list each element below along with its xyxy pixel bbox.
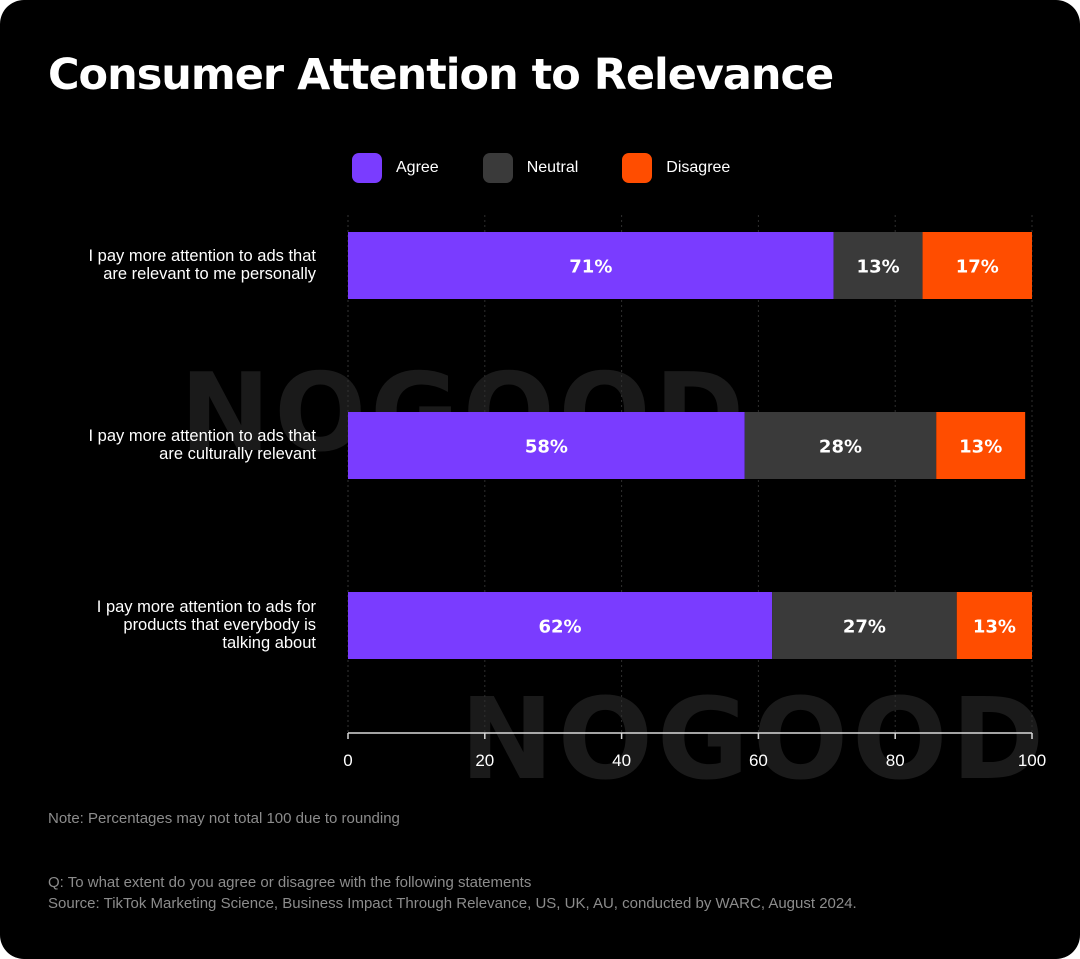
x-tick-label: 40 xyxy=(612,751,631,770)
row-label-line: are relevant to me personally xyxy=(103,265,316,283)
row-label-line: talking about xyxy=(222,634,316,652)
row-label-line: I pay more attention to ads for xyxy=(96,598,316,616)
bar-disagree xyxy=(956,592,1032,659)
legend-item-disagree: Disagree xyxy=(622,153,730,183)
legend-swatch-agree xyxy=(352,153,382,183)
row-label-line: I pay more attention to ads that xyxy=(88,427,316,445)
legend-label-disagree: Disagree xyxy=(666,159,731,176)
legend-label-neutral: Neutral xyxy=(526,159,579,176)
bar-neutral xyxy=(772,592,957,659)
bar-agree xyxy=(348,232,834,299)
row-label-line: are culturally relevant xyxy=(159,445,316,463)
row-label-cultural-relevance: I pay more attention to ads that are cul… xyxy=(20,427,316,463)
data-label: 62% xyxy=(538,617,581,638)
x-tick-label: 0 xyxy=(343,751,352,770)
bar-agree xyxy=(348,412,745,479)
bar-agree xyxy=(348,592,773,659)
stacked-bar-chart: 71% 13% 17% 58% 28% 13% 62% 27% 13% 0 20 40 60 80 100 xyxy=(343,215,1046,770)
data-label: 71% xyxy=(569,257,612,278)
data-label: 13% xyxy=(857,257,900,278)
row-label-personal-relevance: I pay more attention to ads that are rel… xyxy=(20,247,316,283)
data-label: 27% xyxy=(843,617,886,638)
source-citation: Source: TikTok Marketing Science, Busine… xyxy=(48,895,857,912)
chart-legend: Agree Neutral Disagree xyxy=(352,153,774,183)
bar-neutral xyxy=(833,232,923,299)
data-label: 28% xyxy=(819,437,862,458)
bar-disagree xyxy=(922,232,1032,299)
x-tick-label: 60 xyxy=(749,751,768,770)
survey-question: Q: To what extent do you agree or disagr… xyxy=(48,874,532,891)
chart-title: Consumer Attention to Relevance xyxy=(48,50,834,100)
x-tick-label: 20 xyxy=(475,751,494,770)
legend-label-agree: Agree xyxy=(396,159,439,176)
data-label: 13% xyxy=(959,437,1002,458)
footnote: Note: Percentages may not total 100 due … xyxy=(48,810,400,827)
row-label-line: products that everybody is xyxy=(123,616,316,634)
data-label: 13% xyxy=(973,617,1016,638)
bar-neutral xyxy=(744,412,937,479)
legend-swatch-disagree xyxy=(622,153,653,183)
x-tick-label: 100 xyxy=(1018,751,1046,770)
legend-swatch-neutral xyxy=(482,153,513,183)
data-label: 58% xyxy=(525,437,568,458)
bar-disagree xyxy=(936,412,1026,479)
x-tick-label: 80 xyxy=(886,751,905,770)
legend-item-agree: Agree xyxy=(352,153,439,183)
data-label: 17% xyxy=(956,257,999,278)
legend-item-neutral: Neutral xyxy=(482,153,579,183)
row-label-popular-products: I pay more attention to ads for products… xyxy=(20,598,316,652)
row-label-line: I pay more attention to ads that xyxy=(88,247,316,265)
